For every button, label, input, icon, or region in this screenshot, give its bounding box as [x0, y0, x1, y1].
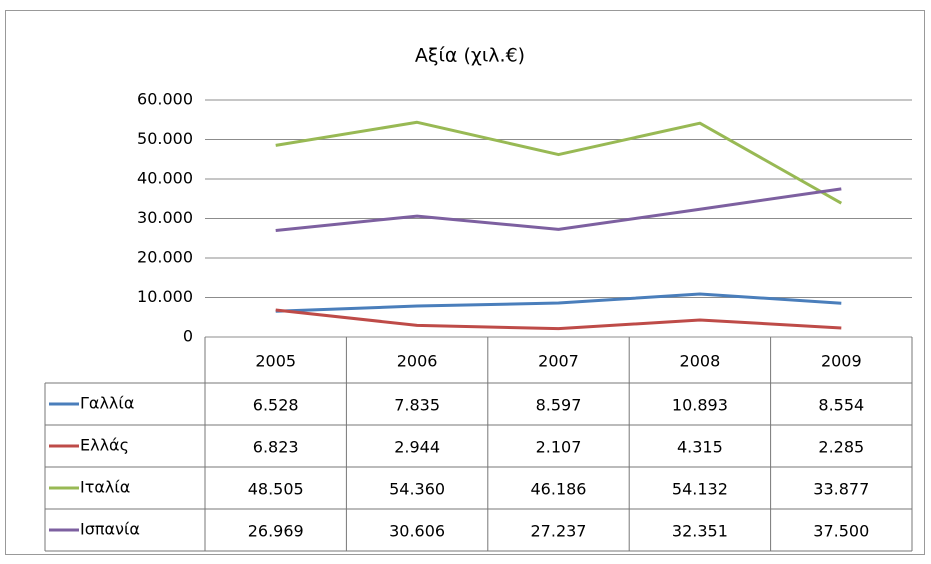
table-cell: 4.315 — [677, 438, 723, 457]
table-cell: 33.877 — [813, 480, 869, 499]
x-tick-label: 2007 — [538, 352, 579, 371]
y-tick-label: 40.000 — [137, 169, 193, 188]
legend-label: Ιταλία — [80, 478, 130, 497]
table-cell: 30.606 — [389, 522, 445, 541]
legend-label: Γαλλία — [80, 394, 134, 413]
table-cell: 26.969 — [248, 522, 304, 541]
table-cell: 27.237 — [531, 522, 587, 541]
chart-border — [5, 10, 925, 555]
table-cell: 2.285 — [818, 438, 864, 457]
chart-title: Αξία (χιλ.€) — [415, 45, 525, 67]
legend-label: Ελλάς — [80, 436, 129, 455]
table-cell: 8.554 — [818, 396, 864, 415]
y-tick-label: 60.000 — [137, 90, 193, 109]
table-cell: 8.597 — [536, 396, 582, 415]
table-cell: 2.107 — [536, 438, 582, 457]
y-tick-label: 50.000 — [137, 129, 193, 148]
series-line — [275, 292, 842, 313]
y-tick-label: 10.000 — [137, 287, 193, 306]
table-cell: 10.893 — [672, 396, 728, 415]
table-cell: 7.835 — [394, 396, 440, 415]
x-tick-label: 2008 — [680, 352, 721, 371]
x-tick-label: 2005 — [255, 352, 296, 371]
table-cell: 46.186 — [531, 480, 587, 499]
table-cell: 48.505 — [248, 480, 304, 499]
table-cell: 6.823 — [253, 438, 299, 457]
legend-label: Ισπανία — [80, 520, 140, 539]
x-tick-label: 2009 — [821, 352, 862, 371]
table-cell: 54.360 — [389, 480, 445, 499]
table-cell: 2.944 — [394, 438, 440, 457]
table-cell: 37.500 — [813, 522, 869, 541]
table-cell: 6.528 — [253, 396, 299, 415]
series-line — [275, 308, 842, 331]
series-line — [275, 120, 843, 205]
table-cell: 54.132 — [672, 480, 728, 499]
x-tick-label: 2006 — [397, 352, 438, 371]
y-tick-label: 0 — [183, 327, 193, 346]
series-line — [275, 187, 842, 232]
table-cell: 32.351 — [672, 522, 728, 541]
y-tick-label: 20.000 — [137, 248, 193, 267]
y-tick-label: 30.000 — [137, 208, 193, 227]
